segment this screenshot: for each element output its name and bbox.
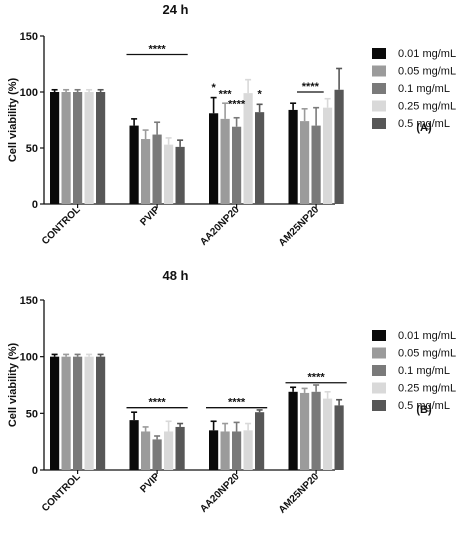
bar-4-pvip bbox=[164, 431, 174, 470]
y-axis-label: Cell viability (%) bbox=[7, 77, 19, 162]
y-tick-label: 50 bbox=[26, 143, 38, 155]
bar-4-am25np20 bbox=[323, 398, 333, 470]
chart-panel-2: 48 h Cell viability (%) 0 50 100 150 CONTROL PV… bbox=[7, 268, 456, 516]
legend-swatch bbox=[372, 118, 386, 129]
bar-1-am25np20 bbox=[288, 109, 298, 204]
y-tick-label: 100 bbox=[20, 352, 38, 364]
bar-5-pvip bbox=[175, 146, 185, 204]
legend-swatch bbox=[372, 382, 386, 394]
bar-3-aa20np20 bbox=[232, 431, 242, 470]
legend-entry: 0.1 mg/mL bbox=[398, 83, 450, 95]
significance-label: **** bbox=[228, 397, 246, 409]
significance-label: **** bbox=[149, 397, 167, 409]
legend-entry: 0.01 mg/mL bbox=[398, 330, 456, 342]
bar-1-control bbox=[50, 356, 60, 470]
bar-2-pvip bbox=[141, 431, 151, 470]
y-tick-label: 50 bbox=[26, 408, 38, 420]
x-tick-label: AA20NP20 bbox=[198, 204, 242, 248]
bar-4-am25np20 bbox=[323, 107, 333, 204]
bar-1-am25np20 bbox=[288, 391, 298, 470]
legend-swatch bbox=[372, 83, 386, 94]
bar-3-am25np20 bbox=[311, 125, 321, 204]
y-tick-label: 150 bbox=[20, 31, 38, 43]
legend-entry: 0.25 mg/mL bbox=[398, 101, 456, 113]
bar-2-control bbox=[61, 92, 71, 204]
bar-2-control bbox=[61, 356, 71, 470]
bar-2-aa20np20 bbox=[220, 431, 230, 470]
legend-swatch bbox=[372, 48, 386, 59]
bar-3-pvip bbox=[152, 134, 162, 204]
legend-entry: 0.05 mg/mL bbox=[398, 348, 456, 360]
bar-2-pvip bbox=[141, 139, 151, 204]
x-tick-label: CONTROL bbox=[40, 204, 83, 247]
legend-swatch bbox=[372, 65, 386, 77]
bar-5-aa20np20 bbox=[255, 112, 265, 204]
bar-4-control bbox=[84, 356, 94, 470]
legend-entry: 0.01 mg/mL bbox=[398, 48, 456, 60]
y-tick-label: 0 bbox=[32, 465, 38, 477]
bar-1-aa20np20 bbox=[209, 113, 219, 204]
bar-5-pvip bbox=[175, 426, 185, 470]
significance-label: **** bbox=[308, 372, 326, 384]
significance-label: **** bbox=[228, 99, 246, 111]
bar-4-pvip bbox=[164, 144, 174, 204]
bar-5-am25np20 bbox=[334, 89, 344, 204]
legend-swatch bbox=[372, 347, 386, 359]
bar-3-control bbox=[73, 356, 83, 470]
significance-label: **** bbox=[149, 43, 167, 55]
bar-5-control bbox=[96, 92, 106, 204]
x-tick-label: AM25NP20 bbox=[277, 204, 322, 249]
y-axis-label: Cell viability (%) bbox=[7, 342, 19, 427]
bar-5-aa20np20 bbox=[255, 412, 265, 470]
legend-entry: 0.5 mg/mL bbox=[398, 118, 450, 130]
y-tick-label: 150 bbox=[20, 295, 38, 307]
bar-3-aa20np20 bbox=[232, 126, 242, 204]
bar-5-am25np20 bbox=[334, 405, 344, 470]
legend-entry: 0.5 mg/mL bbox=[398, 400, 450, 412]
chart-panel-1: 24 h Cell viability (%) 0 50 100 150 CONTROL PV… bbox=[7, 2, 456, 249]
significance-label: * bbox=[257, 89, 262, 101]
bar-1-aa20np20 bbox=[209, 430, 219, 470]
bar-1-pvip bbox=[129, 420, 139, 470]
bar-3-pvip bbox=[152, 439, 162, 470]
legend-entry: 0.25 mg/mL bbox=[398, 383, 456, 395]
x-tick-label: CONTROL bbox=[40, 471, 83, 514]
bar-3-am25np20 bbox=[311, 391, 321, 470]
chart-title: 24 h bbox=[162, 2, 188, 17]
bar-4-control bbox=[84, 92, 94, 204]
y-tick-label: 0 bbox=[32, 199, 38, 211]
bar-3-control bbox=[73, 92, 83, 204]
panel-label: (B) bbox=[416, 404, 432, 416]
significance-label: **** bbox=[302, 81, 320, 93]
legend-swatch bbox=[372, 100, 386, 112]
bar-1-pvip bbox=[129, 125, 139, 204]
chart-title: 48 h bbox=[162, 268, 188, 283]
legend-entry: 0.05 mg/mL bbox=[398, 66, 456, 78]
bar-5-control bbox=[96, 356, 106, 470]
y-tick-label: 100 bbox=[20, 87, 38, 99]
bar-4-aa20np20 bbox=[243, 93, 253, 204]
bar-2-aa20np20 bbox=[220, 118, 230, 204]
x-tick-label: PVIP bbox=[138, 204, 162, 228]
panel-label: (A) bbox=[416, 122, 432, 134]
significance-label: * bbox=[211, 82, 216, 94]
legend-swatch bbox=[372, 365, 386, 376]
x-tick-label: AA20NP20 bbox=[198, 471, 242, 515]
legend-swatch bbox=[372, 330, 386, 341]
bar-2-am25np20 bbox=[300, 121, 310, 204]
significance-label: *** bbox=[219, 89, 233, 101]
legend-entry: 0.1 mg/mL bbox=[398, 365, 450, 377]
legend-swatch bbox=[372, 400, 386, 411]
x-tick-label: AM25NP20 bbox=[277, 471, 322, 516]
bar-2-am25np20 bbox=[300, 392, 310, 470]
bar-1-control bbox=[50, 92, 60, 204]
bar-4-aa20np20 bbox=[243, 430, 253, 470]
x-tick-label: PVIP bbox=[138, 471, 162, 495]
